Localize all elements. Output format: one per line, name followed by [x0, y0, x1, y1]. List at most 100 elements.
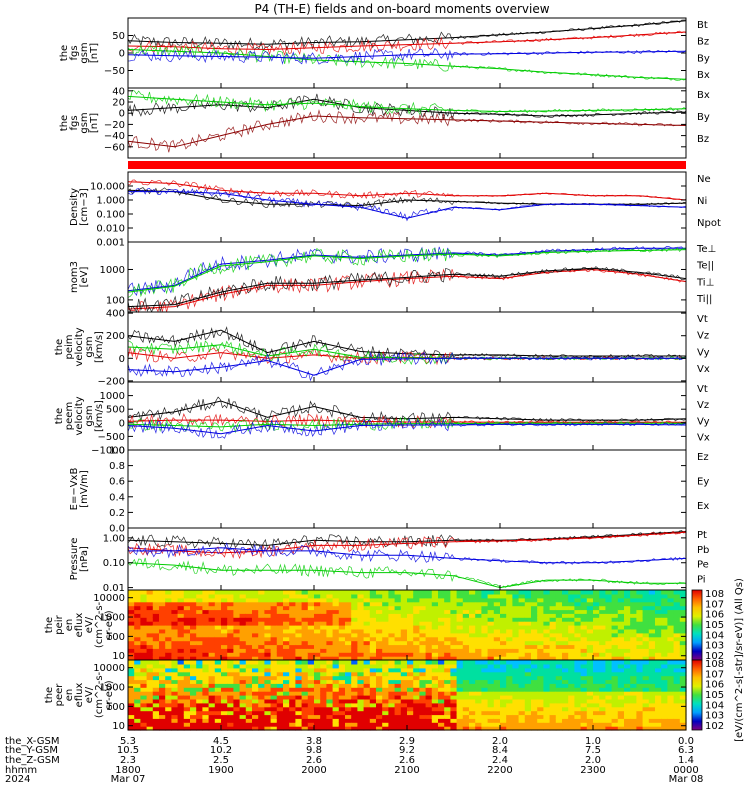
- spectrogram-cell: [500, 679, 507, 684]
- spectrogram-cell: [214, 601, 222, 607]
- spectrogram-cell: [233, 648, 241, 653]
- spectrogram-cell: [221, 702, 228, 708]
- spectrogram-cell: [128, 663, 135, 669]
- spectrogram-cell: [506, 695, 513, 700]
- spectrogram-cell: [444, 706, 451, 712]
- spectrogram-cell: [258, 590, 265, 595]
- spectrogram-cell: [661, 621, 668, 626]
- spectrogram-cell: [146, 636, 154, 642]
- legend-item: Bz: [697, 37, 709, 48]
- spectrogram-cell: [227, 609, 234, 614]
- spectrogram-cell: [524, 628, 532, 634]
- spectrogram-cell: [425, 722, 433, 727]
- spectrogram-cell: [617, 632, 625, 638]
- spectrogram-cell: [351, 628, 358, 634]
- spectrogram-cell: [549, 625, 557, 630]
- spectrogram-cell: [661, 609, 668, 614]
- spectrogram-cell: [208, 675, 216, 681]
- spectrogram-cell: [245, 617, 253, 622]
- spectrogram-cell: [475, 609, 482, 614]
- spectrogram-cell: [382, 722, 389, 727]
- spectrogram-cell: [357, 632, 365, 638]
- spectrogram-cell: [444, 652, 451, 657]
- spectrogram-cell: [314, 695, 321, 700]
- spectrogram-cell: [407, 609, 414, 614]
- spectrogram-cell: [301, 621, 309, 626]
- spectrogram-cell: [537, 617, 544, 622]
- spectrogram-cell: [580, 706, 588, 712]
- spectrogram-cell: [574, 640, 582, 646]
- spectrogram-cell: [475, 636, 482, 642]
- spectrogram-cell: [679, 706, 687, 712]
- spectrogram-cell: [394, 667, 402, 673]
- spectrogram-cell: [624, 605, 631, 611]
- spectrogram-cell: [196, 609, 203, 614]
- spectrogram-cell: [481, 726, 489, 731]
- spectrogram-cell: [140, 605, 148, 611]
- spectrogram-cell: [134, 695, 141, 700]
- spectrogram-cell: [345, 632, 352, 638]
- spectrogram-cell: [469, 714, 476, 719]
- spectrogram-cell: [128, 632, 135, 638]
- spectrogram-cell: [183, 718, 191, 723]
- spectrogram-cell: [338, 621, 346, 626]
- spectrogram-cell: [196, 706, 203, 712]
- spectrogram-cell: [382, 698, 389, 704]
- spectrogram-cell: [264, 640, 272, 646]
- spectrogram-cell: [338, 679, 346, 684]
- spectrogram-cell: [196, 656, 203, 661]
- spectrogram-cell: [555, 679, 563, 684]
- spectrogram-cell: [611, 667, 619, 673]
- spectrogram-cell: [636, 710, 644, 716]
- spectrogram-cell: [661, 656, 668, 661]
- spectrogram-cell: [338, 636, 346, 642]
- spectrogram-cell: [562, 656, 569, 661]
- spectrogram-cell: [128, 590, 135, 595]
- spectrogram-cell: [648, 671, 656, 677]
- spectrogram-cell: [239, 613, 247, 618]
- legend-item: Vz: [697, 400, 709, 411]
- spectrogram-cell: [307, 605, 315, 611]
- spectrogram-cell: [233, 593, 241, 599]
- spectrogram-cell: [208, 702, 216, 708]
- spectrogram-cell: [183, 613, 191, 618]
- spectrogram-cell: [270, 675, 278, 681]
- spectrogram-cell: [159, 691, 166, 696]
- spectrogram-cell: [400, 625, 408, 630]
- spectrogram-cell: [438, 714, 445, 719]
- spectrogram-cell: [611, 597, 619, 603]
- spectrogram-cell: [307, 613, 315, 618]
- spectrogram-cell: [283, 683, 290, 688]
- spectrogram-cell: [462, 648, 470, 653]
- spectrogram-cell: [679, 702, 687, 708]
- spectrogram-cell: [140, 671, 148, 677]
- spectrogram-cell: [326, 632, 334, 638]
- spectrogram-cell: [506, 652, 513, 657]
- spectrogram-cell: [208, 722, 216, 727]
- spectrogram-cell: [307, 706, 315, 712]
- spectrogram-cell: [382, 605, 389, 611]
- spectrogram-cell: [586, 663, 594, 669]
- spectrogram-cell: [425, 628, 433, 634]
- spectrogram-cell: [258, 625, 265, 630]
- spectrogram-cell: [202, 605, 210, 611]
- spectrogram-cell: [450, 706, 458, 712]
- spectrogram-cell: [146, 617, 154, 622]
- spectrogram-cell: [326, 722, 334, 727]
- spectrogram-cell: [152, 663, 160, 669]
- spectrogram-cell: [258, 644, 265, 649]
- spectrogram-cell: [152, 687, 160, 692]
- spectrogram-cell: [146, 722, 154, 727]
- spectrogram-cell: [586, 691, 594, 696]
- spectrogram-cell: [152, 714, 160, 719]
- spectrogram-cell: [363, 671, 371, 677]
- spectrogram-cell: [605, 718, 613, 723]
- spectrogram-cell: [425, 617, 433, 622]
- spectrogram-cell: [679, 718, 687, 723]
- spectrogram-cell: [611, 590, 619, 595]
- spectrogram-cell: [388, 695, 396, 700]
- spectrogram-cell: [667, 628, 675, 634]
- spectrogram-cell: [252, 695, 259, 700]
- spectrogram-cell: [351, 656, 358, 661]
- spectrogram-cell: [431, 590, 439, 595]
